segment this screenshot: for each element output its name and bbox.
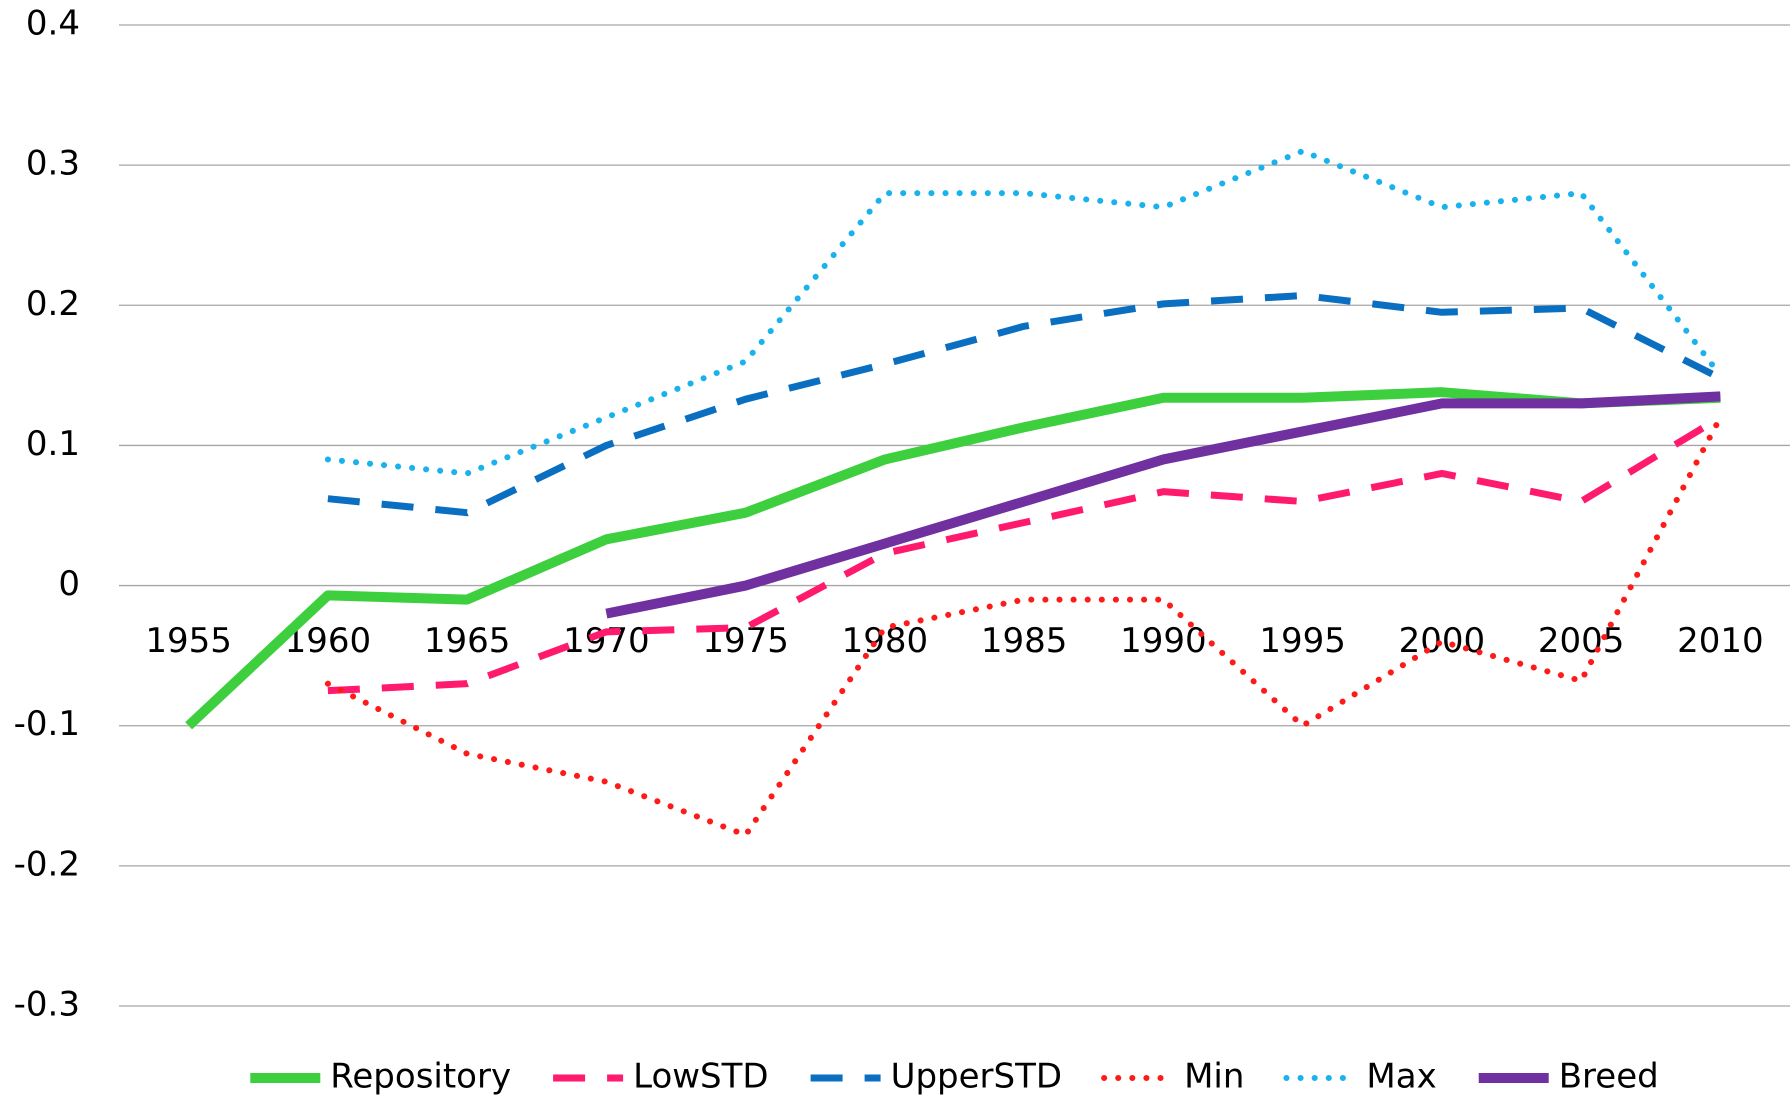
legend-label: Min	[1184, 1057, 1244, 1097]
series-line	[605, 391, 1721, 619]
x-tick-label: 1985	[981, 621, 1068, 661]
legend-label: UpperSTD	[891, 1057, 1062, 1097]
series-line	[327, 291, 1722, 517]
x-tick-label: 1955	[145, 621, 232, 661]
x-tick-label: 1995	[1259, 621, 1346, 661]
y-tick-label: 0	[58, 564, 80, 604]
y-tick-label: -0.1	[14, 704, 80, 744]
y-tick-label: 0.4	[26, 4, 80, 44]
y-tick-label: 0.3	[26, 144, 80, 184]
series-line	[185, 387, 1721, 730]
x-tick-label: 2010	[1677, 621, 1764, 661]
legend-label: Max	[1366, 1057, 1436, 1097]
x-tick-label: 2000	[1399, 621, 1486, 661]
y-tick-label: -0.2	[14, 844, 80, 884]
x-tick-label: 1970	[563, 621, 650, 661]
legend-label: Repository	[330, 1057, 511, 1097]
legend-label: Breed	[1559, 1057, 1659, 1097]
series-line	[327, 414, 1723, 695]
y-tick-label: -0.3	[14, 985, 80, 1025]
x-tick-label: 1980	[842, 621, 929, 661]
y-tick-label: 0.1	[26, 424, 80, 464]
x-tick-label: 1965	[424, 621, 511, 661]
legend-label: LowSTD	[633, 1057, 769, 1097]
y-tick-label: 0.2	[26, 284, 80, 324]
series-line	[324, 148, 1724, 477]
x-tick-label: 1990	[1120, 621, 1207, 661]
x-tick-label: 2005	[1538, 621, 1625, 661]
